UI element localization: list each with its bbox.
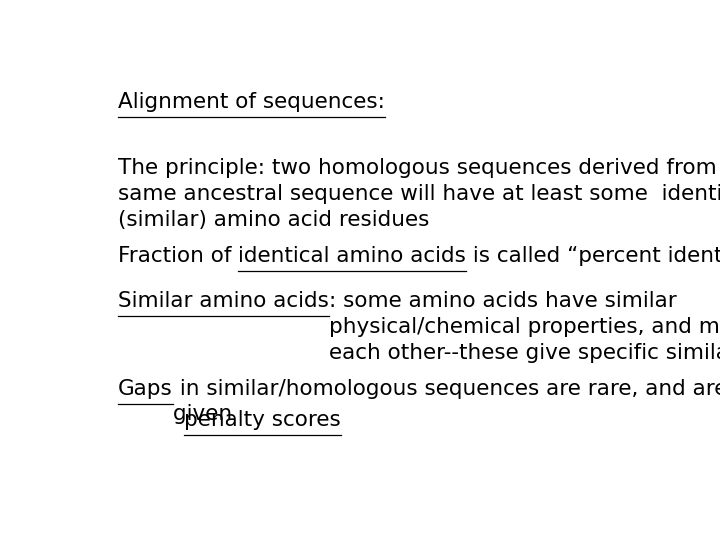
Text: The principle: two homologous sequences derived from the
same ancestral sequence: The principle: two homologous sequences …	[118, 158, 720, 230]
Text: Similar amino acids: Similar amino acids	[118, 292, 329, 312]
Text: Fraction of: Fraction of	[118, 246, 238, 266]
Text: identical amino acids: identical amino acids	[238, 246, 466, 266]
Text: given: given	[118, 410, 184, 430]
Text: : some amino acids have similar
physical/chemical properties, and more likely to: : some amino acids have similar physical…	[329, 292, 720, 363]
Text: Gaps: Gaps	[118, 379, 173, 399]
Text: is called “percent identity”: is called “percent identity”	[466, 246, 720, 266]
Text: in similar/homologous sequences are rare, and are
given: in similar/homologous sequences are rare…	[173, 379, 720, 424]
Text: Alignment of sequences:: Alignment of sequences:	[118, 92, 384, 112]
Text: penalty scores: penalty scores	[184, 410, 341, 430]
